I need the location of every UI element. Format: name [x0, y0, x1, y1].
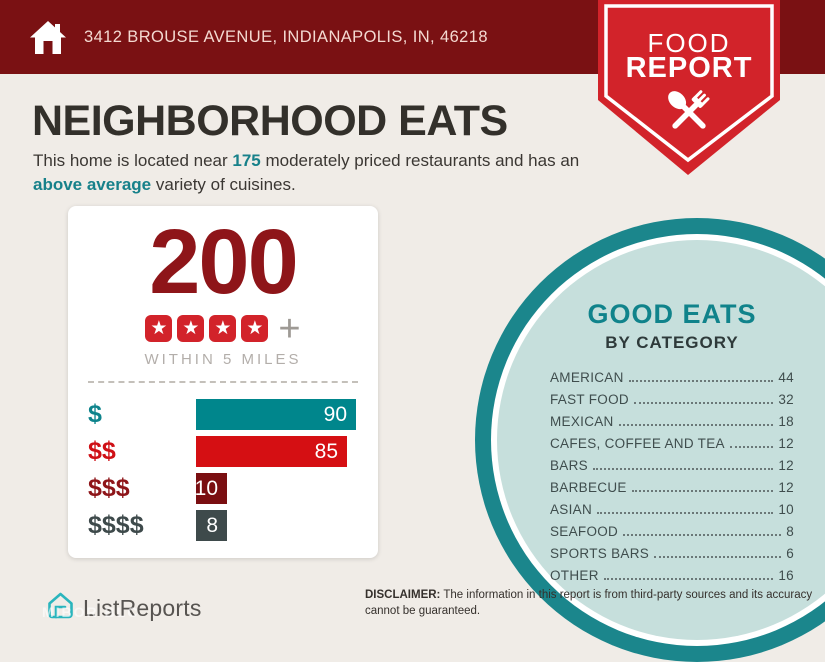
price-tier-label: $$$$	[88, 511, 144, 539]
bar: 8	[196, 510, 227, 541]
star-icon: ★	[209, 315, 237, 342]
dotted-leader	[618, 424, 774, 426]
category-count: 12	[778, 458, 794, 473]
intro-text-part3: variety of cuisines.	[151, 175, 296, 194]
category-count: 12	[778, 480, 794, 495]
bar-row: $$$$ 8	[88, 510, 358, 541]
category-name: BARBECUE	[550, 480, 627, 495]
listreports-house-icon	[44, 590, 77, 626]
dotted-leader	[628, 380, 774, 382]
page-title: NEIGHBORHOOD EATS	[32, 97, 508, 145]
disclaimer-body: The information in this report is from t…	[365, 589, 813, 617]
list-item: AMERICAN 44	[550, 370, 794, 392]
dotted-leader	[623, 534, 782, 536]
good-eats-panel: GOOD EATS BY CATEGORY AMERICAN 44 FAST F…	[550, 299, 794, 590]
dotted-leader	[597, 512, 774, 514]
list-item: MEXICAN 18	[550, 414, 794, 436]
price-tier-chart: $ 90 $$ 85 $$$ 10 $$$$ 8	[68, 399, 378, 541]
dotted-leader	[654, 556, 782, 558]
category-count: 8	[786, 524, 794, 539]
disclaimer-text: DISCLAIMER: The information in this repo…	[365, 588, 817, 619]
bar: 90	[196, 399, 356, 430]
list-item: ASIAN 10	[550, 502, 794, 524]
rating-row: ★ ★ ★ ★ +	[68, 307, 378, 350]
category-count: 32	[778, 392, 794, 407]
dotted-leader	[603, 578, 774, 580]
intro-text-part1: This home is located near	[33, 151, 233, 170]
category-count: 18	[778, 414, 794, 429]
variety-highlight: above average	[33, 175, 152, 194]
badge-line1: FOOD	[647, 28, 731, 58]
list-item: SEAFOOD 8	[550, 524, 794, 546]
dotted-leader	[592, 468, 774, 470]
intro-text-part2: moderately priced restaurants and has an	[260, 151, 580, 170]
bar-row: $$$ 10	[88, 473, 358, 504]
category-name: AMERICAN	[550, 370, 624, 385]
brand-name: ListReports	[83, 594, 202, 621]
food-report-badge: FOOD REPORT	[588, 0, 790, 182]
home-icon	[28, 19, 68, 56]
badge-line2: REPORT	[625, 52, 753, 84]
dotted-leader	[631, 490, 774, 492]
category-count: 10	[778, 502, 794, 517]
category-circle-background	[497, 240, 825, 640]
dotted-leader	[729, 446, 774, 448]
list-item: CAFES, COFFEE AND TEA 12	[550, 436, 794, 458]
restaurant-stats-card: 200 ★ ★ ★ ★ + WITHIN 5 MILES $ 90 $$ 85 …	[68, 206, 378, 558]
plus-icon: +	[278, 307, 301, 350]
dotted-leader	[633, 402, 774, 404]
category-name: SEAFOOD	[550, 524, 619, 539]
star-icon: ★	[145, 315, 173, 342]
category-count: 44	[778, 370, 794, 385]
price-tier-label: $$	[88, 437, 116, 465]
list-item: OTHER 16	[550, 568, 794, 590]
intro-text: This home is located near 175 moderately…	[33, 149, 585, 197]
category-list: AMERICAN 44 FAST FOOD 32 MEXICAN 18 CAFE…	[550, 370, 794, 590]
category-name: FAST FOOD	[550, 392, 629, 407]
category-count: 16	[778, 568, 794, 583]
disclaimer-label: DISCLAIMER:	[365, 589, 441, 601]
spoon-fork-icon	[661, 84, 717, 145]
list-item: BARBECUE 12	[550, 480, 794, 502]
ribbon-shape	[598, 0, 780, 175]
price-tier-label: $	[88, 400, 102, 428]
radius-caption: WITHIN 5 MILES	[144, 351, 302, 368]
category-name: SPORTS BARS	[550, 546, 650, 561]
bar: 10	[195, 473, 227, 504]
star-icon: ★	[241, 315, 269, 342]
list-item: SPORTS BARS 6	[550, 546, 794, 568]
list-item: BARS 12	[550, 458, 794, 480]
good-eats-title: GOOD EATS	[587, 299, 757, 329]
category-count: 12	[778, 436, 794, 451]
category-name: MEXICAN	[550, 414, 614, 429]
restaurant-count-highlight: 175	[232, 151, 261, 170]
list-item: FAST FOOD 32	[550, 392, 794, 414]
category-name: ASIAN	[550, 502, 593, 517]
category-count: 6	[786, 546, 794, 561]
star-icon: ★	[177, 315, 205, 342]
bar-row: $$ 85	[88, 436, 358, 467]
bar: 85	[196, 436, 347, 467]
category-name: BARS	[550, 458, 588, 473]
good-eats-subtitle: BY CATEGORY	[605, 333, 739, 352]
category-name: OTHER	[550, 568, 599, 583]
bar-row: $ 90	[88, 399, 358, 430]
listreports-logo: ListReports	[44, 590, 202, 626]
total-restaurants-number: 200	[149, 211, 299, 313]
property-address: 3412 BROUSE AVENUE, INDIANAPOLIS, IN, 46…	[84, 27, 488, 46]
category-name: CAFES, COFFEE AND TEA	[550, 436, 725, 451]
price-tier-label: $$$	[88, 474, 130, 502]
dashed-divider	[88, 381, 358, 383]
